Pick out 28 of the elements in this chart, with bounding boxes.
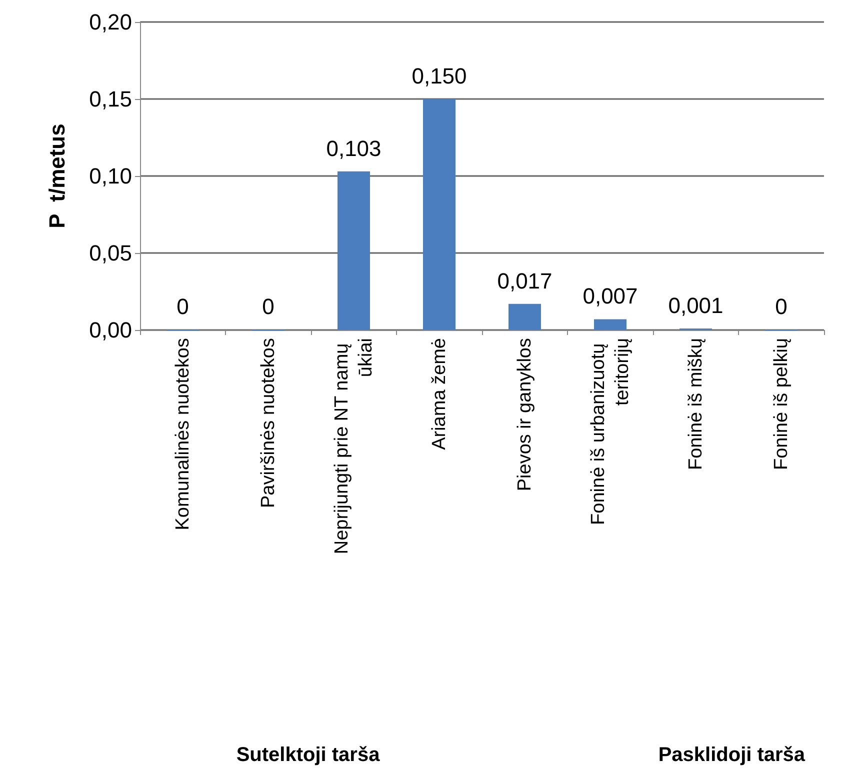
x-tick-label: Paviršinės nuotekos: [258, 338, 279, 508]
bar: [423, 99, 456, 330]
data-label: 0,007: [582, 284, 638, 309]
y-tick-label: 0,15: [89, 86, 132, 112]
y-tick-label: 0,05: [89, 240, 132, 266]
y-tick-label: 0,20: [89, 10, 132, 34]
data-label: 0,150: [412, 64, 467, 88]
text: Sutelktoji tarša: [236, 744, 381, 766]
y-tick-label: 0,10: [89, 164, 132, 188]
x-tick-label: Foninė iš pelkių: [770, 338, 792, 470]
data-label: 0,103: [326, 136, 382, 161]
x-tick-label: Foninė iš urbanizuotų teritorijų: [588, 338, 633, 525]
data-label: 0,017: [497, 268, 552, 294]
x-tick-label: Foninė iš miškų: [685, 338, 706, 470]
x-tick-label: Ariama žemė: [428, 338, 450, 450]
data-label: 0: [262, 294, 274, 319]
text: Pasklidoji tarša: [658, 744, 806, 766]
bar: [338, 171, 370, 330]
y-axis-title: P t/metus: [44, 124, 70, 228]
x-tick-label: Neprijungti prie NT namų ūkiai: [331, 338, 376, 554]
data-label: 0,001: [668, 292, 724, 318]
bar: [594, 319, 626, 330]
x-tick-label: Komunalinės nuotekos: [172, 338, 194, 530]
x-tick-label: Pievos ir ganyklos: [514, 338, 536, 492]
data-label: 0: [775, 294, 788, 319]
y-tick-label: 0,00: [89, 318, 132, 342]
data-label: 0: [176, 294, 189, 319]
bar: [508, 304, 541, 330]
